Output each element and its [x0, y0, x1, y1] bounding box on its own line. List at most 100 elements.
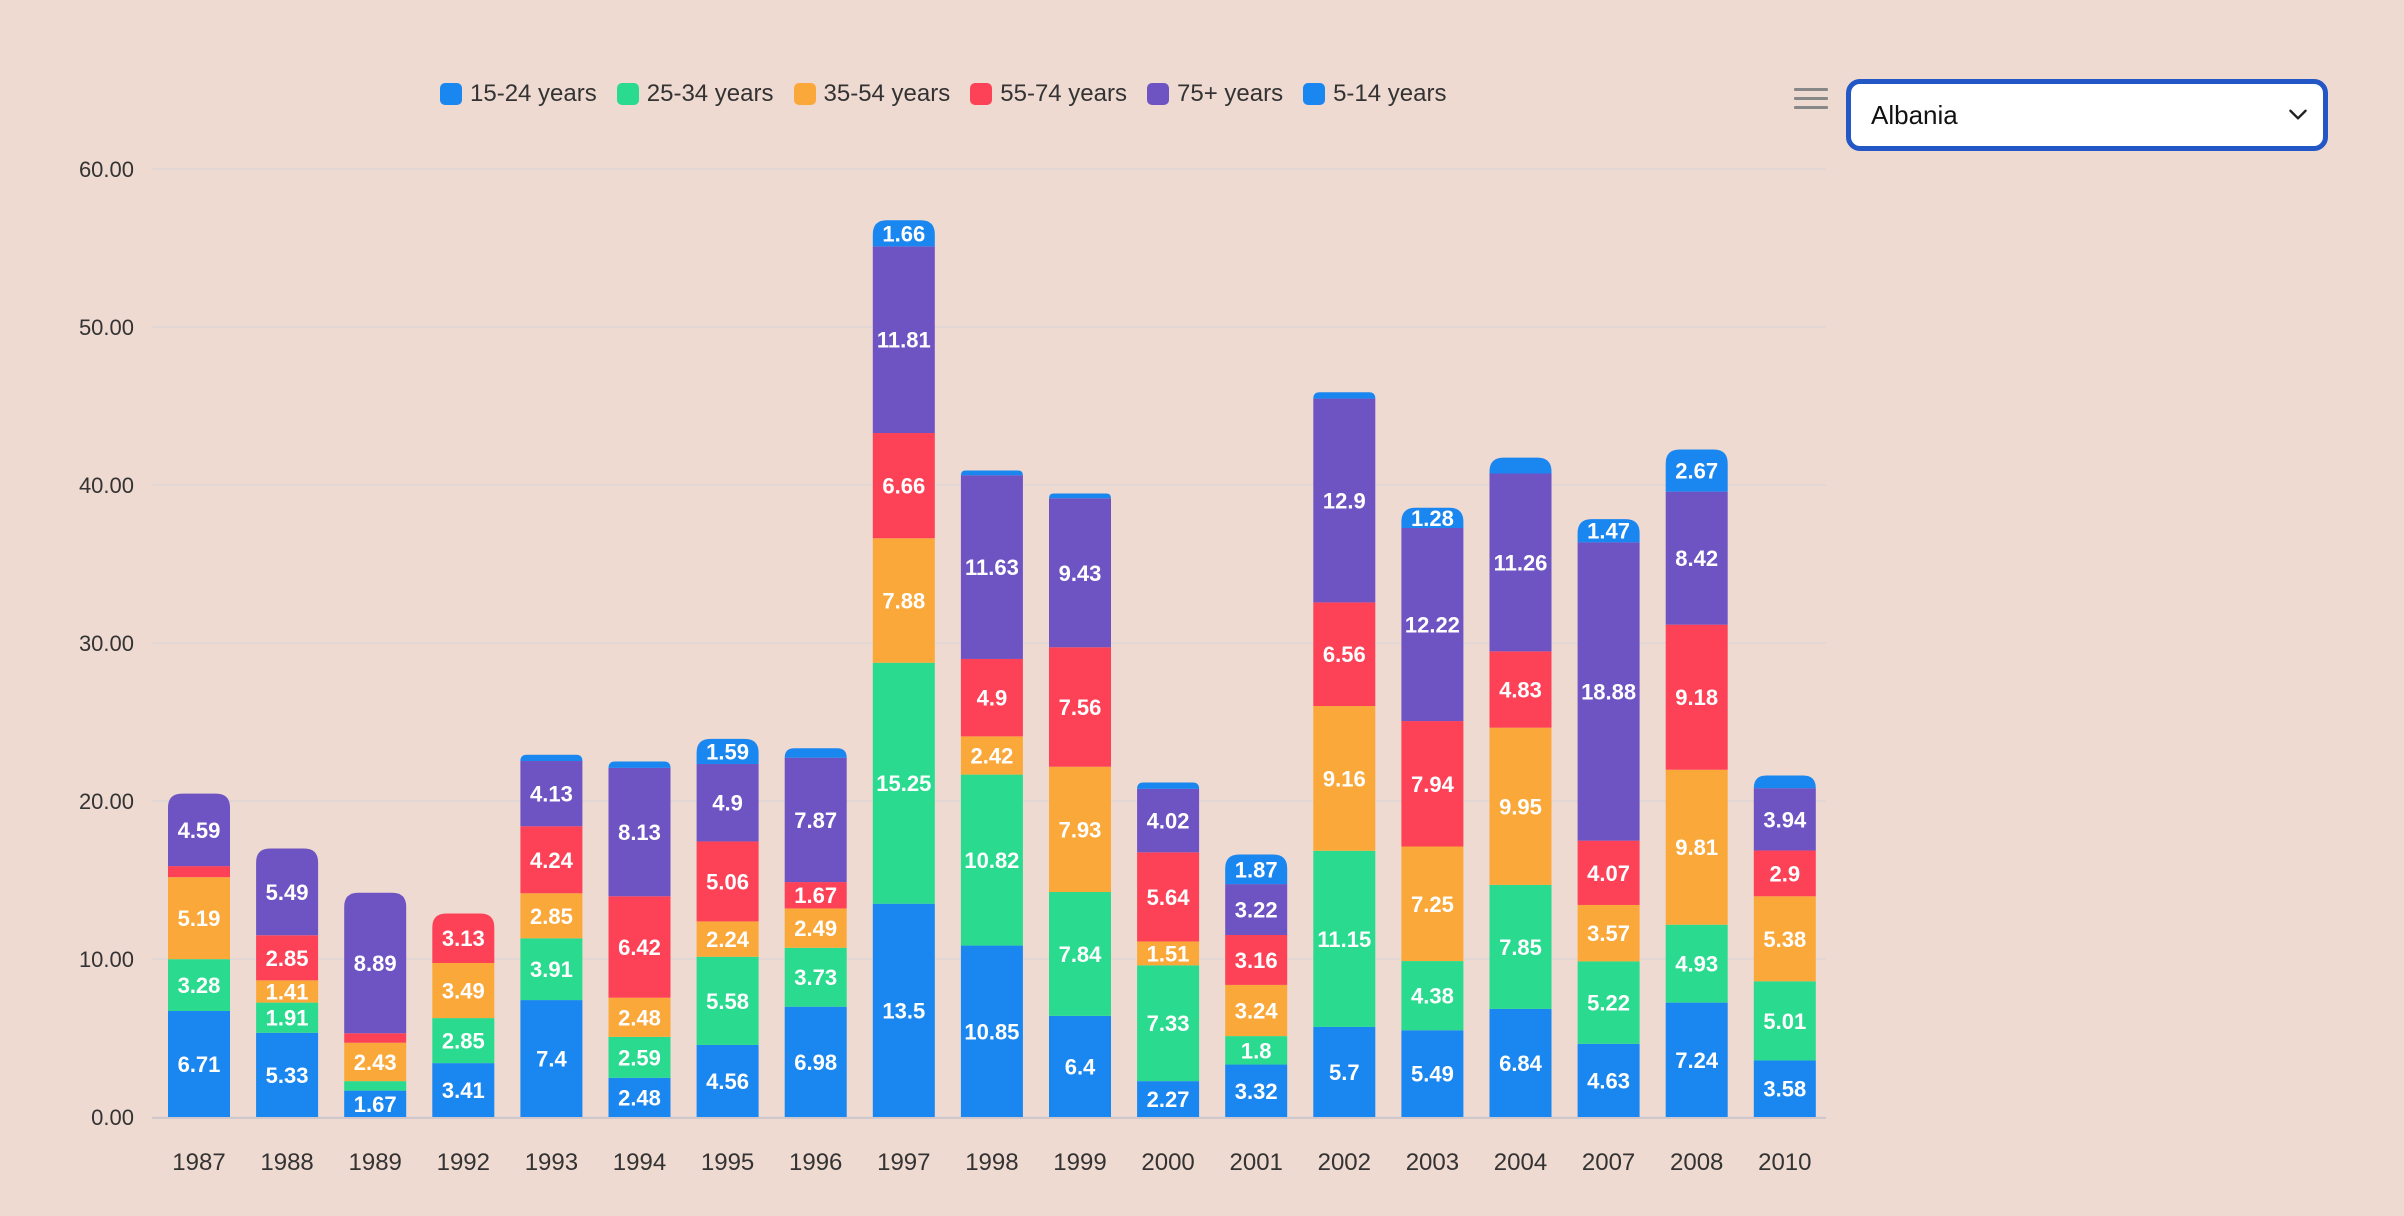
- bar-segment: [872, 538, 935, 663]
- data-label: 3.28: [178, 973, 221, 998]
- bar-segment: [1665, 1002, 1728, 1117]
- bar-segment: [872, 903, 935, 1117]
- data-label: 2.85: [442, 1029, 485, 1054]
- data-label: 4.63: [1587, 1068, 1630, 1093]
- bar-segment: [1577, 840, 1640, 905]
- legend-swatch: [1147, 83, 1169, 105]
- data-label: 2.42: [970, 743, 1013, 768]
- bar-segment: [168, 866, 230, 878]
- data-label: 7.94: [1411, 772, 1455, 797]
- bar-segment: [1137, 852, 1200, 942]
- data-label: 5.01: [1763, 1009, 1806, 1034]
- bar-segment: [1753, 850, 1816, 897]
- data-label: 7.56: [1059, 695, 1102, 720]
- data-label: 1.67: [354, 1092, 397, 1117]
- data-label: 4.02: [1147, 809, 1190, 834]
- legend-item-25-34[interactable]: 25-34 years: [616, 80, 774, 108]
- bar-segment: [1401, 507, 1464, 528]
- data-label: 3.41: [442, 1078, 485, 1103]
- bar-segment: [696, 738, 759, 765]
- bar-segment: [256, 980, 319, 1003]
- legend-item-15-24[interactable]: 15-24 years: [440, 80, 597, 108]
- legend-item-5-14[interactable]: 5-14 years: [1303, 80, 1446, 108]
- bar-segment: [344, 1042, 407, 1082]
- data-label: 12.9: [1323, 488, 1366, 513]
- data-label: 2.85: [530, 904, 573, 929]
- bar-segment: [168, 1010, 230, 1117]
- stacked-bar-chart: 0.00 10.00 20.00 30.00 40.00 50.00 60.00 6.71 3.…: [79, 157, 1826, 1176]
- data-label: 4.9: [712, 791, 743, 816]
- data-label: 7.84: [1059, 942, 1103, 967]
- chart-legend: 15-24 years 25-34 years 35-54 years 55-7…: [440, 80, 1466, 108]
- bar-segment: [784, 908, 847, 948]
- data-label: 8.13: [618, 820, 661, 845]
- bar-segment: [872, 662, 935, 904]
- x-tick-label: 2000: [1141, 1149, 1194, 1176]
- bar-segment: [1489, 884, 1552, 1009]
- data-label: 7.4: [536, 1047, 567, 1072]
- data-label: 4.13: [530, 782, 573, 807]
- data-label: 2.59: [618, 1045, 661, 1070]
- menu-line: [1794, 88, 1828, 91]
- x-tick-label: 2007: [1582, 1149, 1635, 1176]
- data-label: 4.9: [977, 686, 1008, 711]
- data-label: 3.13: [442, 926, 485, 951]
- x-tick-label: 2001: [1230, 1149, 1283, 1176]
- bar-segment: [1665, 624, 1728, 770]
- bar-segment: [520, 1000, 583, 1117]
- legend-swatch: [1303, 83, 1326, 105]
- bar-segment: [608, 1077, 671, 1117]
- data-label: 11.63: [965, 555, 1019, 580]
- data-label: 7.33: [1147, 1011, 1190, 1036]
- data-label: 7.25: [1411, 892, 1454, 917]
- y-tick-label: 30.00: [79, 631, 134, 656]
- bar-segment: [1137, 941, 1200, 966]
- data-label: 1.47: [1587, 519, 1630, 544]
- data-label: 6.4: [1065, 1054, 1096, 1079]
- bar-segment: [1313, 850, 1376, 1027]
- y-tick-label: 40.00: [79, 473, 134, 498]
- data-label: 6.84: [1499, 1051, 1543, 1076]
- data-label: 3.57: [1587, 921, 1630, 946]
- country-select[interactable]: Albania: [1851, 84, 2323, 146]
- y-tick-label: 50.00: [79, 315, 134, 340]
- data-label: 4.24: [530, 848, 574, 873]
- data-label: 3.73: [794, 965, 837, 990]
- bar-segment: [696, 921, 759, 957]
- bar-segment: [520, 826, 583, 894]
- data-label: 4.56: [706, 1069, 749, 1094]
- bar-segment: [1225, 884, 1288, 935]
- data-label: 4.83: [1499, 678, 1542, 703]
- data-label: 2.24: [706, 927, 750, 952]
- bar-segment: [960, 736, 1023, 775]
- bar-segment: [256, 1032, 319, 1117]
- x-tick-label: 1998: [965, 1149, 1018, 1176]
- bar-segment: [520, 754, 583, 762]
- bar-segment: [520, 761, 583, 827]
- legend-item-75-plus[interactable]: 75+ years: [1147, 80, 1283, 108]
- data-label: 4.07: [1587, 861, 1630, 886]
- hamburger-menu-icon[interactable]: [1794, 88, 1828, 114]
- data-label: 5.7: [1329, 1060, 1360, 1085]
- data-label: 3.94: [1763, 807, 1807, 832]
- bar-segment: [256, 848, 319, 936]
- bar-segment: [1577, 1043, 1640, 1117]
- legend-item-55-74[interactable]: 55-74 years: [970, 80, 1127, 108]
- bar-segment: [784, 882, 847, 909]
- bar-segment: [1049, 498, 1111, 648]
- bar-segment: [1049, 647, 1111, 767]
- bar-segment: [344, 892, 407, 1034]
- bar-segment: [344, 1033, 407, 1043]
- data-label: 2.49: [794, 916, 837, 941]
- bar-segment: [432, 1063, 495, 1117]
- data-label: 2.27: [1147, 1087, 1190, 1112]
- legend-item-35-54[interactable]: 35-54 years: [793, 80, 950, 108]
- legend-label: 55-74 years: [1000, 80, 1127, 107]
- bar-segment: [1313, 392, 1376, 399]
- bar-segment: [608, 1036, 671, 1078]
- x-tick-label: 2004: [1494, 1149, 1547, 1176]
- bar-segment: [1401, 527, 1464, 722]
- data-label: 8.42: [1675, 546, 1718, 571]
- bar-segment: [872, 220, 935, 247]
- x-tick-label: 1994: [613, 1149, 666, 1176]
